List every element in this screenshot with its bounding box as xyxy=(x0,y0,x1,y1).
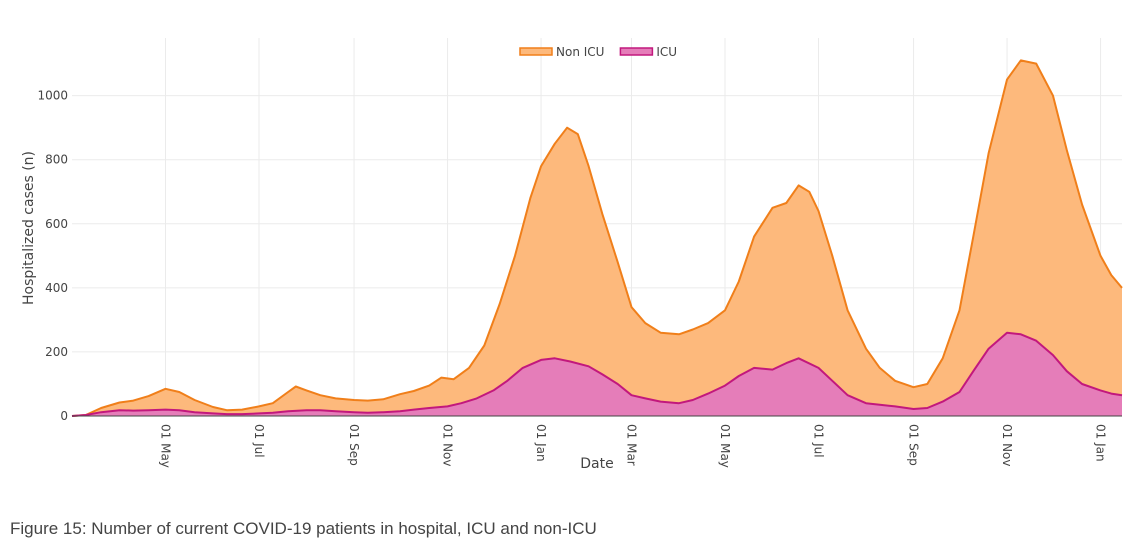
y-tick-label: 0 xyxy=(60,409,68,423)
y-tick-label: 800 xyxy=(45,153,68,167)
series-areas xyxy=(71,59,1123,417)
x-tick-label: 01 Jul xyxy=(252,424,266,458)
non-icu-area xyxy=(72,60,1122,417)
icu-area xyxy=(72,332,1122,416)
y-tick-label: 1000 xyxy=(37,89,68,103)
figure-caption: Figure 15: Number of current COVID-19 pa… xyxy=(10,519,597,538)
legend-swatch xyxy=(519,47,553,56)
x-tick-label: 01 Sep xyxy=(347,424,361,466)
legend-item-non-icu[interactable]: Non ICU xyxy=(519,45,604,59)
x-tick-label: 01 Jan xyxy=(1094,424,1108,462)
legend-label: ICU xyxy=(656,45,677,59)
legend-label: Non ICU xyxy=(556,45,604,59)
non-icu-line xyxy=(71,59,1123,417)
y-tick-label: 600 xyxy=(45,217,68,231)
x-axis: 01 May 01 Jul 01 Sep 01 Nov 01 Jan 01 Mar 01 M… xyxy=(159,424,1108,468)
y-tick-label: 200 xyxy=(45,345,68,359)
x-tick-label: 01 May xyxy=(159,424,173,468)
legend[interactable]: Non ICU ICU xyxy=(519,45,677,59)
legend-item-icu[interactable]: ICU xyxy=(619,45,677,59)
x-tick-label: 01 Sep xyxy=(907,424,921,466)
y-axis: 0 200 400 600 800 1000 xyxy=(37,89,68,423)
icu-line xyxy=(71,331,1123,417)
x-tick-label: 01 May xyxy=(718,424,732,468)
x-tick-label: 01 Nov xyxy=(1000,424,1014,467)
x-tick-label: 01 Jan xyxy=(534,424,548,462)
x-tick-label: 01 Nov xyxy=(441,424,455,467)
x-tick-label: 01 Mar xyxy=(624,424,638,466)
legend-swatch xyxy=(619,47,654,56)
chart: 0 200 400 600 800 1000 01 May 01 Jul 01 Sep 01 N… xyxy=(21,38,1123,472)
y-axis-title: Hospitalized cases (n) xyxy=(21,151,37,305)
x-tick-label: 01 Jul xyxy=(811,424,825,458)
y-tick-label: 400 xyxy=(45,281,68,295)
x-axis-title: Date xyxy=(580,456,613,472)
